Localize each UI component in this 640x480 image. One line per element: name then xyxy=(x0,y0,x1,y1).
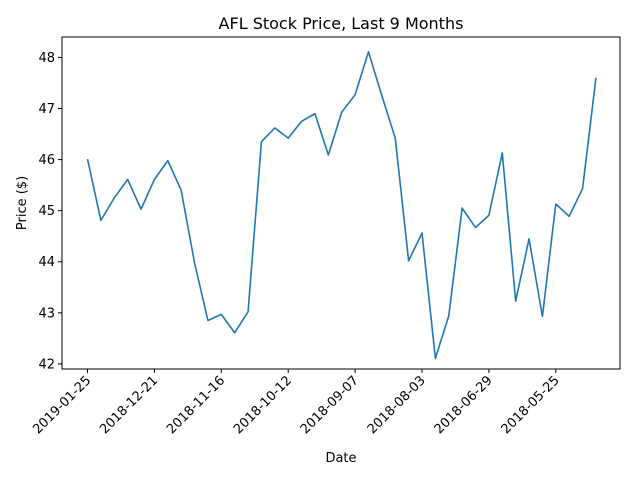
price-series-line xyxy=(86,51,597,360)
y-tick-label: 43 xyxy=(38,306,55,321)
y-tick-label: 48 xyxy=(38,51,55,66)
y-tick-label: 46 xyxy=(38,153,55,168)
chart-title: AFL Stock Price, Last 9 Months xyxy=(219,14,464,33)
plot-frame xyxy=(61,36,621,370)
x-axis-label: Date xyxy=(325,451,356,466)
y-tick-label: 44 xyxy=(38,255,55,270)
y-tick-label: 42 xyxy=(38,357,55,372)
y-axis-ticks: 42 43 44 45 46 47 48 xyxy=(38,51,62,372)
y-tick-label: 45 xyxy=(38,204,55,219)
y-tick-label: 47 xyxy=(38,102,55,117)
y-axis-label: Price ($) xyxy=(15,176,30,230)
